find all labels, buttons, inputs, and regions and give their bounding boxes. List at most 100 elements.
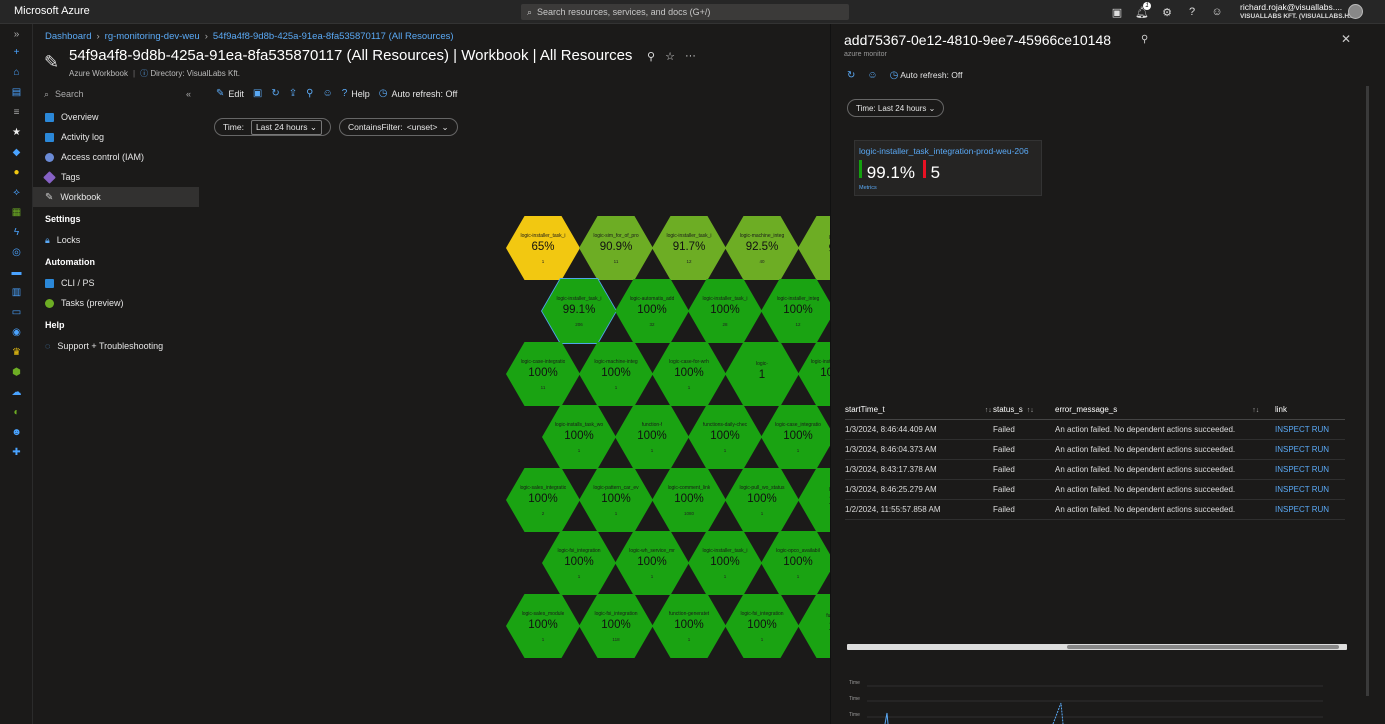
sort-icon[interactable]: ↑↓: [984, 407, 992, 414]
expand-menu-icon[interactable]: »: [13, 29, 20, 40]
col-starttime[interactable]: startTime_t ↑↓: [845, 405, 993, 414]
resource-hexagon[interactable]: logic-comment_link 100% 1080: [652, 468, 726, 532]
metrics-link[interactable]: Metrics: [859, 185, 877, 191]
key-vault-icon[interactable]: ●: [13, 167, 20, 178]
help-icon[interactable]: ?: [1188, 6, 1196, 18]
resource-hexagon[interactable]: logic- 1: [725, 342, 799, 406]
resource-hexagon[interactable]: logic-pattern_car_ev 100% 1: [579, 468, 653, 532]
settings-gear-icon[interactable]: ⚙: [1162, 6, 1172, 19]
edit-button[interactable]: ✎ Edit: [216, 88, 244, 99]
inspect-run-link[interactable]: INSPECT RUN: [1275, 485, 1330, 494]
resource-hexagon[interactable]: logic-installer_task_i 100% 1: [688, 531, 762, 595]
metric-tile[interactable]: logic-installer_task_integration-prod-we…: [854, 140, 1042, 196]
resource-hexagon[interactable]: logic-wh_service_mr 100% 1: [615, 531, 689, 595]
cloud-shell-icon[interactable]: ▣: [1111, 6, 1123, 19]
panel-time-filter[interactable]: Time: Last 24 hours ⌄: [847, 99, 945, 117]
resource-hexagon[interactable]: logic-installer_task_i 100% 28: [688, 279, 762, 343]
time-filter-value[interactable]: Last 24 hours ⌄: [250, 119, 322, 135]
create-resource-icon[interactable]: +: [13, 47, 20, 58]
resource-hexagon[interactable]: logic-fsi_integration 100% 118: [579, 594, 653, 658]
storage-icon[interactable]: ▬: [11, 267, 22, 278]
resource-hexagon[interactable]: logic- 10: [798, 468, 830, 532]
nav-item-activity-log[interactable]: Activity log: [33, 127, 199, 147]
all-services-icon[interactable]: ≡: [13, 107, 20, 118]
resource-hexagon[interactable]: logic-case-for-wrh 100% 1: [652, 342, 726, 406]
nav-item-support[interactable]: ◌ Support + Troubleshooting: [33, 336, 199, 356]
time-filter[interactable]: Time: Last 24 hours ⌄: [214, 118, 331, 136]
resource-groups-icon[interactable]: ◆: [12, 147, 21, 158]
global-search-input[interactable]: ⌕ Search resources, services, and docs (…: [521, 4, 849, 20]
resource-hexagon[interactable]: logic-installer_task_i 65% 1: [506, 216, 580, 280]
tile-name[interactable]: logic-installer_task_integration-prod-we…: [859, 146, 1029, 156]
help-button[interactable]: ? Help: [342, 88, 370, 99]
resource-hexagon[interactable]: logic-pull_wo_status 100% 1: [725, 468, 799, 532]
notifications-icon[interactable]: 🔔︎ 1: [1133, 2, 1151, 21]
favorite-star-icon[interactable]: ☆: [665, 51, 675, 63]
nav-item-locks[interactable]: 🔒︎ Locks: [33, 230, 199, 250]
resource-hexagon[interactable]: logic-case_integratio 100% 1: [761, 405, 830, 469]
feedback-icon[interactable]: ☺: [1211, 6, 1223, 18]
app-service-icon[interactable]: ◉: [12, 327, 21, 338]
nav-item-overview[interactable]: Overview: [33, 107, 199, 127]
vm-icon[interactable]: ▭: [11, 307, 22, 318]
brand-title[interactable]: Microsoft Azure: [14, 5, 90, 17]
resource-hexagon[interactable]: logic-automatis_add 100% 32: [615, 279, 689, 343]
resource-hexagon[interactable]: logic-fsi_integration 100% 1: [725, 594, 799, 658]
auto-refresh-button[interactable]: ◷ Auto refresh: Off: [379, 88, 458, 99]
collapse-nav-icon[interactable]: «: [186, 89, 192, 99]
pin-icon[interactable]: ⚲: [647, 51, 656, 63]
resource-hexagon[interactable]: logic-installer_integ 100% 12: [761, 279, 830, 343]
resource-hexagon[interactable]: logic-sales_integratio 100% 2: [506, 468, 580, 532]
resource-hexagon[interactable]: functions-daily-chec 100% 1: [688, 405, 762, 469]
nav-search-input[interactable]: ⌕ Search: [44, 87, 197, 101]
inspect-run-link[interactable]: INSPECT RUN: [1275, 505, 1330, 514]
save-button[interactable]: ▣: [253, 88, 262, 99]
nav-item-tasks[interactable]: Tasks (preview): [33, 293, 199, 313]
nav-item-iam[interactable]: Access control (IAM): [33, 147, 199, 167]
inspect-run-link[interactable]: INSPECT RUN: [1275, 425, 1330, 434]
resource-hexagon[interactable]: logic-case-integratio 100% 11: [506, 342, 580, 406]
sort-icon[interactable]: ↑↓: [1026, 407, 1034, 414]
panel-vertical-scrollbar[interactable]: [1366, 86, 1369, 696]
resource-hexagon[interactable]: logic-opco_availabil 100% 1: [761, 531, 830, 595]
smiley-icon[interactable]: ☺: [867, 70, 878, 81]
horizontal-scrollbar[interactable]: [847, 644, 1347, 650]
inspect-run-link[interactable]: INSPECT RUN: [1275, 445, 1330, 454]
col-status[interactable]: status_s ↑↓: [993, 405, 1055, 414]
breadcrumb-resource-group[interactable]: rg-monitoring-dev-weu: [104, 31, 200, 42]
user-account[interactable]: richard.rojak@visuallabs.... VISUALLABS …: [1240, 3, 1354, 21]
pin-button[interactable]: ⚲: [306, 88, 313, 99]
network-icon[interactable]: ⟡: [13, 187, 20, 198]
col-link[interactable]: link: [1275, 405, 1345, 414]
favorites-star-icon[interactable]: ★: [12, 127, 21, 138]
users-icon[interactable]: ☻: [11, 427, 22, 438]
breadcrumb-resources[interactable]: 54f9a4f8-9d8b-425a-91ea-8fa535870117 (Al…: [212, 31, 454, 42]
refresh-button[interactable]: ↻: [271, 88, 279, 99]
all-resources-icon[interactable]: ▦: [11, 207, 22, 218]
resource-hexagon[interactable]: logic-sales_module 100% 1: [506, 594, 580, 658]
sort-icon[interactable]: ↑↓: [1252, 407, 1260, 414]
resource-hexagon[interactable]: logic-fsi_integration 100% 1: [542, 531, 616, 595]
home-icon[interactable]: ⌂: [13, 67, 20, 78]
nav-item-cli[interactable]: CLI / PS: [33, 273, 199, 293]
cost-icon[interactable]: ◐: [13, 407, 20, 418]
monitor-icon[interactable]: ◎: [12, 247, 21, 258]
close-icon[interactable]: ✕: [1341, 32, 1352, 46]
breadcrumb-dashboard[interactable]: Dashboard: [45, 31, 92, 42]
nav-item-tags[interactable]: Tags: [33, 167, 199, 187]
advisor-icon[interactable]: ♛: [12, 347, 21, 358]
dashboard-icon[interactable]: ▤: [11, 87, 22, 98]
inspect-run-link[interactable]: INSPECT RUN: [1275, 465, 1330, 474]
pin-icon[interactable]: ⚲: [1141, 34, 1149, 45]
sql-icon[interactable]: ▥: [11, 287, 22, 298]
resource-hexagon[interactable]: logic-installer_task_i 91.7% 12: [652, 216, 726, 280]
avatar[interactable]: [1348, 4, 1363, 19]
resource-hexagon[interactable]: logic-sim_for_of_pro 90.9% 11: [579, 216, 653, 280]
resource-hexagon[interactable]: logic-installer_task_i 99.1% 206: [542, 279, 616, 343]
resource-hexagon[interactable]: function 10: [798, 594, 830, 658]
resource-hexagon[interactable]: logic-machine-integ 100% 1: [579, 342, 653, 406]
feedback-button[interactable]: ☺: [322, 88, 332, 99]
resource-hexagon[interactable]: function-generatet 100% 1: [652, 594, 726, 658]
functions-icon[interactable]: ϟ: [13, 227, 20, 238]
